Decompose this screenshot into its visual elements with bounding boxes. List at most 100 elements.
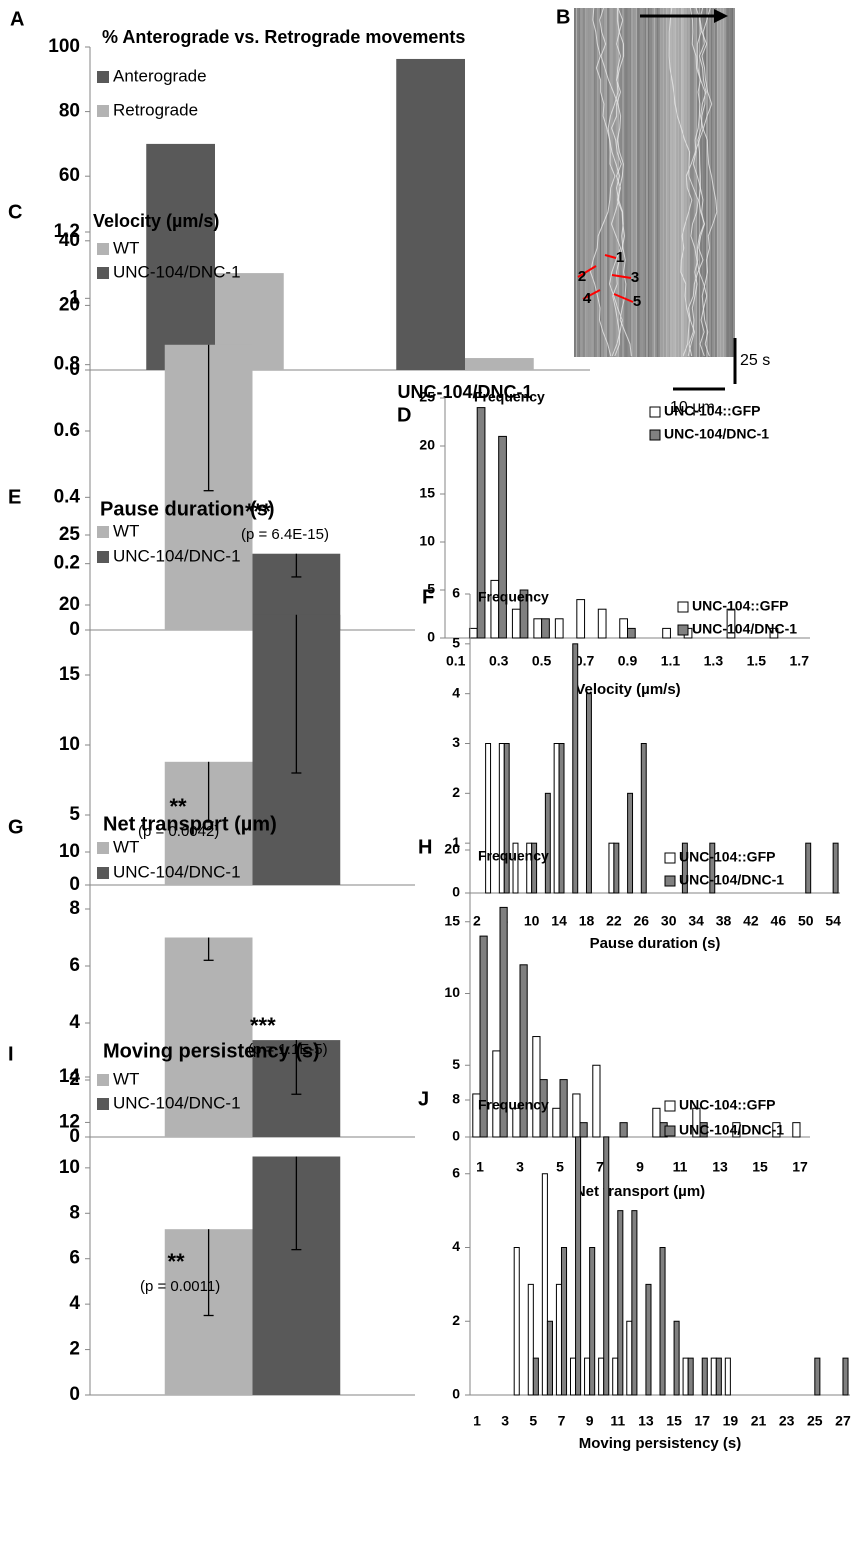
- legend-label: UNC-104/DNC-1: [113, 862, 241, 881]
- chart-title: % Anterograde vs. Retrograde movements: [102, 27, 465, 47]
- legend-label: UNC-104/DNC-1: [113, 262, 241, 281]
- y-tick-label: 6: [69, 1248, 80, 1269]
- x-tick-label: 7: [558, 1413, 566, 1429]
- bar: [604, 1137, 609, 1395]
- bar: [646, 1284, 651, 1395]
- marker-label: 4: [583, 290, 592, 307]
- x-tick-label: 5: [529, 1413, 537, 1429]
- x-tick-label: 42: [743, 913, 759, 929]
- legend-swatch: [665, 1101, 675, 1111]
- legend-label: WT: [113, 238, 139, 257]
- y-tick-label: 8: [69, 1202, 80, 1223]
- legend-swatch: [665, 853, 675, 863]
- legend-label: UNC-104::GFP: [679, 1097, 775, 1113]
- panel-letter: E: [8, 486, 21, 508]
- bar: [534, 619, 542, 638]
- x-tick-label: 1: [473, 1413, 481, 1429]
- y-tick-label: 5: [69, 804, 80, 825]
- y-tick-label: 80: [59, 101, 80, 122]
- bar: [542, 619, 550, 638]
- kymograph: [574, 8, 735, 357]
- y-tick-label: 4: [452, 1238, 460, 1254]
- marker-label: 5: [633, 293, 641, 310]
- x-tick-label: 0.1: [446, 653, 466, 669]
- y-tick-label: 10: [419, 533, 435, 549]
- y-tick-label: 1.2: [54, 221, 80, 242]
- y-tick-label: 0.8: [54, 354, 80, 375]
- legend-label: UNC-104/DNC-1: [679, 872, 784, 888]
- x-tick-label: 27: [835, 1413, 851, 1429]
- x-tick-label: 2: [473, 913, 481, 929]
- x-tick-label: 9: [636, 1159, 644, 1175]
- legend-swatch: [665, 1126, 675, 1136]
- y-tick-label: 8: [69, 898, 80, 919]
- time-scale-label: 25 s: [740, 352, 770, 369]
- legend-swatch: [97, 842, 109, 854]
- x-tick-label: 14: [551, 913, 567, 929]
- bar: [499, 744, 504, 894]
- bar: [815, 1358, 820, 1395]
- panel-letter: C: [8, 201, 22, 223]
- chart-title: Moving persistency (s): [103, 1040, 320, 1062]
- y-tick-label: 0: [69, 1384, 80, 1405]
- x-tick-label: 11: [673, 1159, 688, 1175]
- legend-swatch: [97, 267, 109, 279]
- legend-label: UNC-104/DNC-1: [113, 546, 241, 565]
- legend-label: Anterograde: [113, 66, 207, 85]
- bar: [725, 1358, 730, 1395]
- y-tick-label: 100: [48, 36, 80, 57]
- bar: [833, 843, 838, 893]
- legend-label: UNC-104/DNC-1: [664, 426, 769, 442]
- legend-swatch: [97, 867, 109, 879]
- x-tick-label: 17: [694, 1413, 710, 1429]
- bar: [660, 1248, 665, 1396]
- y-tick-label: 6: [452, 585, 460, 601]
- y-tick-label: 0: [69, 874, 80, 895]
- panel-letter: D: [397, 404, 411, 426]
- y-tick-label: 25: [419, 389, 435, 405]
- legend-label: UNC-104::GFP: [679, 849, 775, 865]
- panel-letter: I: [8, 1043, 14, 1065]
- annotation: (p = 6.4E-15): [241, 526, 329, 543]
- bar: [533, 1358, 538, 1395]
- bar: [542, 1174, 547, 1395]
- chart-title: Pause duration (s): [100, 498, 274, 520]
- x-tick-label: 11: [610, 1413, 625, 1429]
- bar: [576, 1137, 581, 1395]
- marker-label: 2: [578, 268, 586, 285]
- bar: [146, 144, 215, 370]
- y-tick-label: 5: [452, 1056, 460, 1072]
- x-tick-label: 54: [825, 913, 841, 929]
- y-tick-label: 0.6: [54, 420, 80, 441]
- y-tick-label: 0: [452, 884, 460, 900]
- bar: [528, 1284, 533, 1395]
- y-tick-label: 0.2: [54, 553, 80, 574]
- x-tick-label: 1.5: [747, 653, 767, 669]
- bar: [613, 1358, 618, 1395]
- x-tick-label: 10: [524, 913, 540, 929]
- y-tick-label: 0.4: [54, 486, 81, 507]
- legend-swatch: [97, 105, 109, 117]
- panel-letter: B: [556, 6, 570, 28]
- y-tick-label: 6: [69, 955, 80, 976]
- y-tick-label: 10: [59, 1157, 80, 1178]
- x-tick-label: 9: [586, 1413, 594, 1429]
- x-tick-label: 0.3: [489, 653, 509, 669]
- y-tick-label: 4: [69, 1012, 80, 1033]
- bar: [585, 1358, 590, 1395]
- bar: [618, 1211, 623, 1395]
- x-tick-label: 13: [638, 1413, 654, 1429]
- x-tick-label: 23: [779, 1413, 795, 1429]
- y-axis-label: Frequency: [478, 1097, 549, 1113]
- y-tick-label: 10: [444, 984, 460, 1000]
- y-tick-label: 25: [59, 524, 81, 545]
- x-tick-label: 15: [666, 1413, 682, 1429]
- y-tick-label: 2: [69, 1339, 80, 1360]
- y-tick-label: 12: [59, 1111, 80, 1132]
- y-tick-label: 2: [452, 784, 460, 800]
- bar: [493, 1051, 500, 1137]
- x-tick-label: 1: [476, 1159, 484, 1175]
- x-tick-label: 30: [661, 913, 677, 929]
- bar: [547, 1321, 552, 1395]
- bar: [688, 1358, 693, 1395]
